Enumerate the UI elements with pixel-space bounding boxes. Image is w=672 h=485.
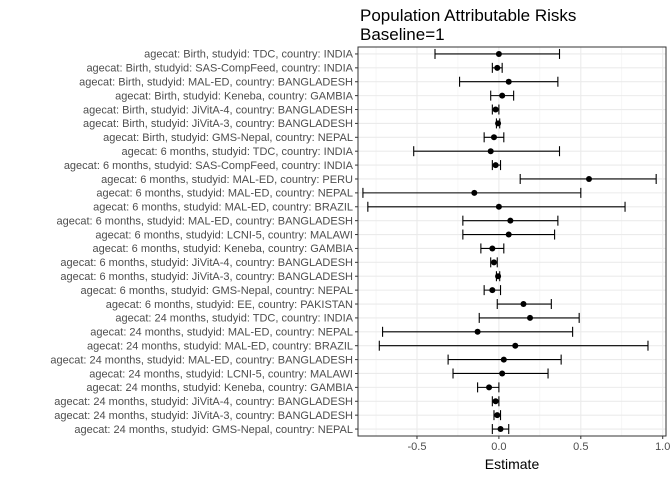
y-tick-label: agecat: Birth, studyid: Keneba, country:… xyxy=(115,90,354,102)
y-tick-label: agecat: 24 months, studyid: JiVitA-4, co… xyxy=(54,396,353,408)
chart-subtitle: Baseline=1 xyxy=(360,25,445,44)
y-tick-label: agecat: 6 months, studyid: LCNI-5, count… xyxy=(95,229,353,241)
estimate-point xyxy=(474,328,481,335)
estimate-point xyxy=(490,134,497,141)
y-tick-label: agecat: Birth, studyid: MAL-ED, country:… xyxy=(79,77,353,89)
y-tick-label: agecat: 24 months, studyid: GMS-Nepal, c… xyxy=(74,424,353,436)
y-tick-label: agecat: 6 months, studyid: EE, country: … xyxy=(106,299,353,311)
y-tick-label: agecat: Birth, studyid: JiVitA-3, countr… xyxy=(83,118,353,130)
x-tick-label: 0.5 xyxy=(573,441,588,453)
y-tick-label: agecat: Birth, studyid: TDC, country: IN… xyxy=(144,49,354,61)
estimate-point xyxy=(495,120,502,127)
estimate-point xyxy=(486,384,493,391)
estimate-point xyxy=(471,189,478,196)
y-tick-label: agecat: 6 months, studyid: SAS-CompFeed,… xyxy=(64,160,354,172)
y-tick-label: agecat: 24 months, studyid: JiVitA-3, co… xyxy=(54,410,353,422)
y-tick-label: agecat: 6 months, studyid: TDC, country:… xyxy=(121,146,353,158)
y-tick-label: agecat: 6 months, studyid: MAL-ED, count… xyxy=(56,215,353,227)
estimate-point xyxy=(499,92,506,99)
plot-panel xyxy=(358,47,666,436)
estimate-point xyxy=(492,162,499,169)
x-tick-label: 1.0 xyxy=(655,441,670,453)
y-tick-label: agecat: Birth, studyid: SAS-CompFeed, co… xyxy=(86,63,353,75)
x-tick-label: -0.5 xyxy=(407,441,426,453)
estimate-point xyxy=(494,64,501,71)
estimate-point xyxy=(505,78,512,85)
y-tick-label: agecat: 24 months, studyid: TDC, country… xyxy=(115,313,353,325)
y-tick-label: agecat: Birth, studyid: GMS-Nepal, count… xyxy=(103,132,353,144)
estimate-point xyxy=(520,301,527,308)
y-axis: agecat: Birth, studyid: TDC, country: IN… xyxy=(50,49,358,436)
y-tick-label: agecat: 6 months, studyid: GMS-Nepal, co… xyxy=(81,285,353,297)
estimate-point xyxy=(490,259,497,266)
estimate-point xyxy=(586,175,592,182)
x-axis: -0.5 0.0 0.5 1.0 xyxy=(407,436,670,453)
estimate-point xyxy=(507,217,514,224)
estimate-point xyxy=(527,314,534,321)
y-tick-label: agecat: 24 months, studyid: MAL-ED, coun… xyxy=(50,354,353,366)
estimate-point xyxy=(492,398,499,405)
estimate-point xyxy=(512,342,519,349)
estimate-point xyxy=(492,106,499,113)
estimate-point xyxy=(494,412,501,419)
estimate-point xyxy=(495,203,502,210)
y-tick-label: agecat: Birth, studyid: JiVitA-4, countr… xyxy=(83,104,353,116)
plot-border xyxy=(357,46,667,437)
estimate-point xyxy=(505,231,512,238)
y-tick-label: agecat: 24 months, studyid: MAL-ED, coun… xyxy=(87,340,353,352)
estimate-point xyxy=(499,370,506,377)
estimate-point xyxy=(489,287,496,294)
y-tick-label: agecat: 6 months, studyid: MAL-ED, count… xyxy=(96,188,353,200)
y-tick-label: agecat: 6 months, studyid: MAL-ED, count… xyxy=(101,174,353,186)
estimate-point xyxy=(489,245,496,252)
y-tick-label: agecat: 6 months, studyid: MAL-ED, count… xyxy=(93,202,353,214)
y-tick-label: agecat: 6 months, studyid: Keneba, count… xyxy=(93,243,354,255)
y-tick-label: agecat: 6 months, studyid: JiVitA-4, cou… xyxy=(60,257,353,269)
x-tick-label: 0.0 xyxy=(491,441,506,453)
chart-title: Population Attributable Risks xyxy=(360,6,576,25)
x-axis-label: Estimate xyxy=(485,456,540,472)
estimate-point xyxy=(495,50,502,57)
y-tick-label: agecat: 24 months, studyid: LCNI-5, coun… xyxy=(89,368,353,380)
y-tick-label: agecat: 24 months, studyid: MAL-ED, coun… xyxy=(90,327,353,339)
estimate-point xyxy=(500,356,507,363)
y-tick-label: agecat: 6 months, studyid: JiVitA-3, cou… xyxy=(60,271,353,283)
estimate-point xyxy=(497,426,504,433)
data-marks xyxy=(362,48,657,435)
grid-minor xyxy=(375,47,623,436)
y-tick-label: agecat: 24 months, studyid: Keneba, coun… xyxy=(86,382,353,394)
estimate-point xyxy=(495,273,502,280)
estimate-point xyxy=(487,148,494,155)
